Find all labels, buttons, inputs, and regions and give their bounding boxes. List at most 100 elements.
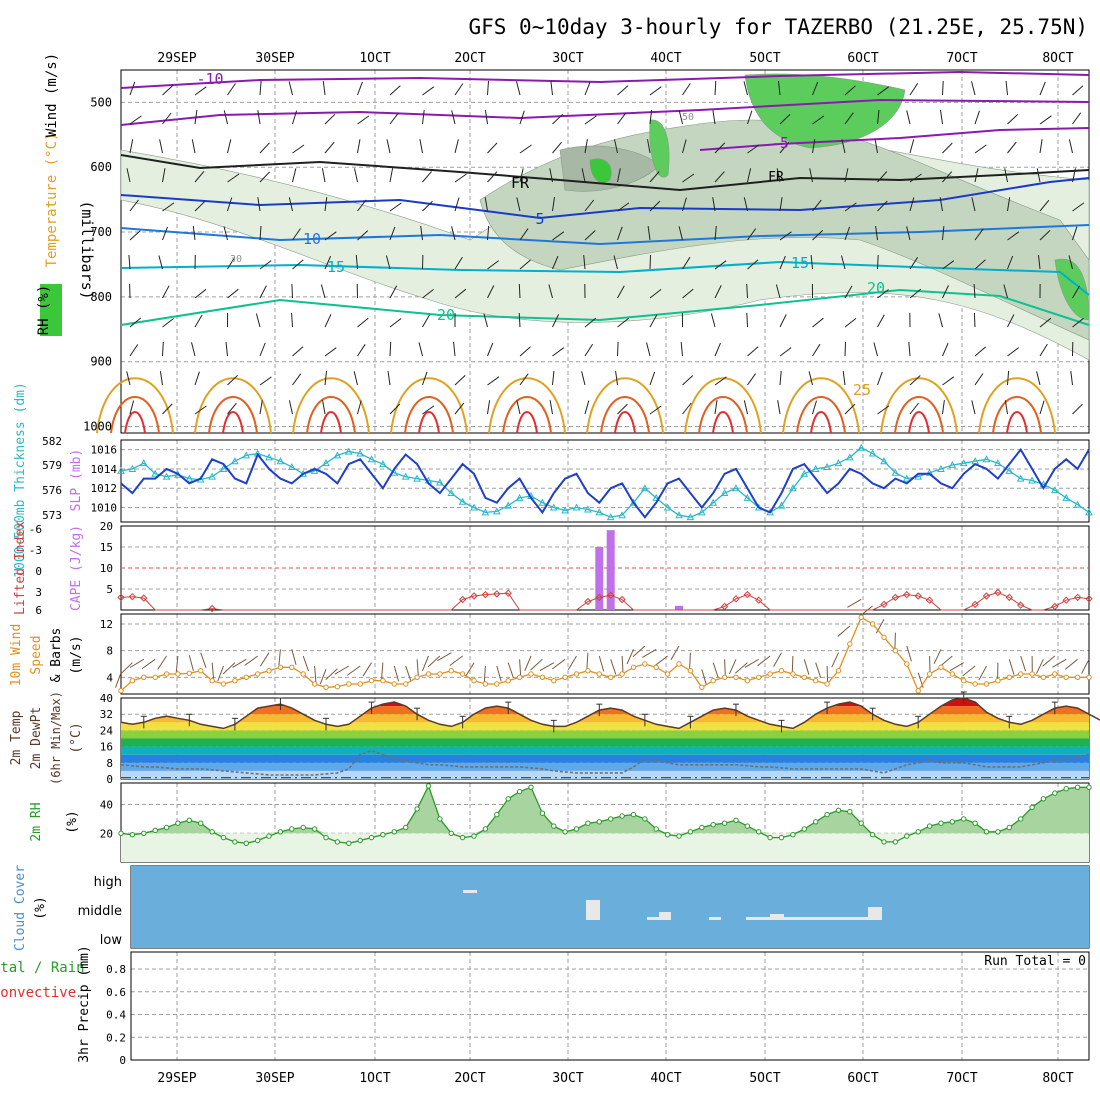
wind-speed-point xyxy=(778,668,785,674)
wind-barb xyxy=(617,202,630,212)
isotherm-25-loop-0 xyxy=(96,377,174,434)
thickness-point xyxy=(686,513,695,521)
rh-point xyxy=(767,834,773,841)
wind-barb xyxy=(129,344,139,357)
thickness-point xyxy=(447,489,456,497)
temp-bands xyxy=(121,698,1089,779)
wind-barb xyxy=(942,171,953,183)
wind-barb xyxy=(259,400,263,415)
wind-barb xyxy=(584,115,597,125)
wind-barb xyxy=(714,260,727,270)
thickness-point xyxy=(333,451,342,459)
cloud-level-label: middle xyxy=(78,904,122,919)
lifted-index-point xyxy=(1085,595,1093,603)
slp-ytick: 1014 xyxy=(91,463,118,476)
isotherm-freezing xyxy=(120,154,1090,192)
surface-wind-barb xyxy=(244,655,258,666)
surface-wind-barb xyxy=(642,648,657,658)
wind-speed-point xyxy=(687,668,694,674)
bottom-date-label: 6OCT xyxy=(847,1071,878,1086)
thickness-point xyxy=(800,469,809,477)
rh-point xyxy=(414,806,420,812)
rh-point xyxy=(972,820,978,826)
wind-barb xyxy=(259,142,270,154)
rh-point xyxy=(619,813,625,819)
thickness-point xyxy=(561,506,569,514)
wind-speed-point xyxy=(266,668,272,674)
wind-speed-point xyxy=(676,661,682,667)
wind-barb xyxy=(584,317,597,328)
wind-barb xyxy=(1007,197,1011,212)
lifted-index-point xyxy=(584,597,592,606)
thickness-point xyxy=(208,472,216,480)
wind-barb xyxy=(257,110,261,125)
wind-barb xyxy=(422,171,432,183)
wind-barb xyxy=(1068,255,1073,270)
wind-barb xyxy=(649,171,660,183)
wind-barb xyxy=(357,81,363,96)
thickness-point xyxy=(231,457,239,465)
wind-barb xyxy=(909,197,915,212)
wind-barb xyxy=(939,197,943,212)
wind-barb xyxy=(617,318,629,328)
wind-speed-point xyxy=(608,674,614,680)
precip-frame xyxy=(130,951,1090,1061)
thickness-point xyxy=(846,453,854,461)
wind-ylabel-3: & Barbs xyxy=(49,628,64,683)
isotherm-label-fr-b: FR xyxy=(768,170,784,185)
surface-wind-barb xyxy=(939,655,953,667)
rh-point xyxy=(949,819,955,825)
thickness-point xyxy=(811,464,820,472)
rh-legend-label: RH (%) xyxy=(36,285,52,336)
rh-point xyxy=(847,809,853,815)
wind-barb xyxy=(909,288,922,299)
wind-barb xyxy=(710,313,716,328)
rh-point xyxy=(152,827,158,834)
wind-barb xyxy=(775,284,781,299)
wind-barb xyxy=(324,113,336,125)
wind-barb xyxy=(422,405,435,415)
wind-barb xyxy=(682,402,692,415)
wind-barb xyxy=(324,371,327,386)
rh-point xyxy=(926,823,933,829)
wind-barb xyxy=(259,285,267,299)
thickness-point xyxy=(1085,508,1093,516)
wind-barb xyxy=(682,197,687,212)
bottom-date-label: 30SEP xyxy=(255,1071,294,1086)
rh-point xyxy=(391,829,397,835)
wind-barb xyxy=(487,80,489,96)
rh-point xyxy=(323,834,329,841)
isotherm-30-loop-4 xyxy=(502,396,552,434)
wind-barb xyxy=(909,257,919,270)
wind-barb xyxy=(516,81,521,96)
rh-point xyxy=(983,829,990,835)
wind-barb xyxy=(1004,168,1008,183)
wind-barb xyxy=(649,371,656,386)
wind-barb xyxy=(1039,317,1052,328)
wind-barb xyxy=(617,341,619,357)
thickness-point xyxy=(572,503,581,511)
wind-barb xyxy=(324,141,335,154)
top-date-label: 5OCT xyxy=(749,51,780,66)
wind-barb xyxy=(844,403,856,415)
surface-wind-barb xyxy=(120,662,133,675)
slp-frame xyxy=(120,439,1090,523)
lifted-ytick: 6 xyxy=(35,604,42,617)
wind-speed-point xyxy=(642,661,648,667)
wind-speed-point xyxy=(243,674,250,680)
isotherm-5 xyxy=(120,177,1090,220)
thickness-point xyxy=(470,503,478,511)
wind-barb xyxy=(1007,255,1014,270)
wind-barb xyxy=(1007,314,1015,328)
surface-wind-barb xyxy=(875,619,885,634)
wind-barb xyxy=(877,405,890,415)
wind-speed-point xyxy=(220,681,227,687)
thickness-point xyxy=(880,457,888,465)
surface-wind-barb xyxy=(278,649,281,666)
thickness-ytick: 579 xyxy=(42,459,62,472)
rh-point xyxy=(141,830,147,836)
wind-barb xyxy=(974,144,987,154)
rh-point xyxy=(744,823,751,829)
wind-barb xyxy=(909,83,919,96)
precip-legend-convective: Convective xyxy=(0,985,76,1001)
